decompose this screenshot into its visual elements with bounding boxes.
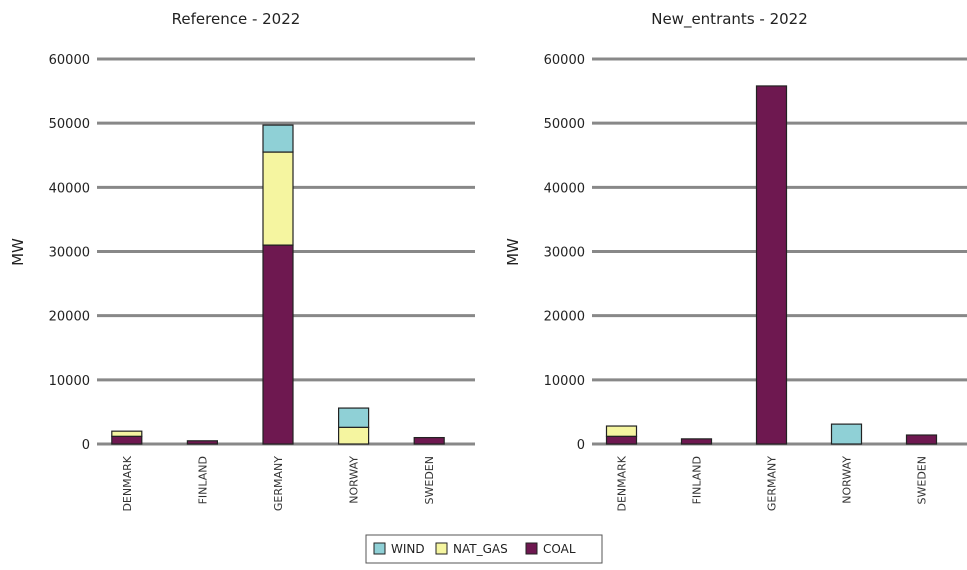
bar-segment (111, 430, 143, 437)
y-tick-label: 20000 (49, 310, 90, 325)
bar-segment (830, 423, 863, 445)
x-tick-label: GERMANY (766, 456, 779, 511)
legend-swatch (373, 542, 386, 555)
y-tick-label: 10000 (49, 374, 90, 389)
bar-segment (338, 407, 370, 428)
x-tick-label: FINLAND (691, 456, 704, 504)
y-axis-label: MW (504, 238, 522, 266)
bar-segment (262, 124, 294, 153)
y-tick-label: 60000 (49, 53, 90, 68)
y-tick-label: 20000 (544, 310, 585, 325)
x-tick-label: GERMANY (272, 456, 285, 511)
legend-label: NAT_GAS (453, 542, 508, 556)
y-tick-label: 50000 (544, 117, 585, 132)
x-tick-label: NORWAY (841, 456, 854, 504)
bar-segment (680, 438, 713, 445)
chart-title: New_entrants - 2022 (651, 10, 808, 29)
x-tick-label: FINLAND (196, 456, 209, 504)
y-tick-label: 30000 (544, 246, 585, 261)
bar-segment (605, 425, 638, 437)
bar-segment (262, 244, 294, 445)
bar-segment (605, 435, 638, 445)
bar-segment (338, 426, 370, 445)
x-tick-label: NORWAY (348, 456, 361, 504)
x-tick-label: DENMARK (616, 455, 629, 511)
bar-segment (186, 440, 218, 445)
legend-label: WIND (391, 542, 425, 556)
y-axis-label: MW (9, 238, 27, 266)
x-tick-label: DENMARK (121, 455, 134, 511)
legend: WIND NAT_GAS COAL (365, 534, 603, 564)
bar-segment (111, 435, 143, 445)
y-tick-label: 60000 (544, 53, 585, 68)
legend-swatch (435, 542, 448, 555)
legend-swatch (525, 542, 538, 555)
bar-segment (755, 85, 788, 445)
y-tick-label: 40000 (544, 181, 585, 196)
chart-title: Reference - 2022 (172, 10, 301, 28)
y-tick-label: 0 (577, 438, 585, 453)
bar-segment (413, 436, 445, 445)
y-tick-label: 30000 (49, 246, 90, 261)
x-tick-label: SWEDEN (423, 456, 436, 504)
y-tick-label: 10000 (544, 374, 585, 389)
y-tick-label: 0 (82, 438, 90, 453)
y-tick-label: 40000 (49, 181, 90, 196)
legend-box (365, 534, 603, 564)
bar-segment (905, 434, 938, 445)
y-tick-label: 50000 (49, 117, 90, 132)
legend-label: COAL (543, 542, 576, 556)
x-tick-label: SWEDEN (916, 456, 929, 504)
bar-segment (262, 151, 294, 246)
